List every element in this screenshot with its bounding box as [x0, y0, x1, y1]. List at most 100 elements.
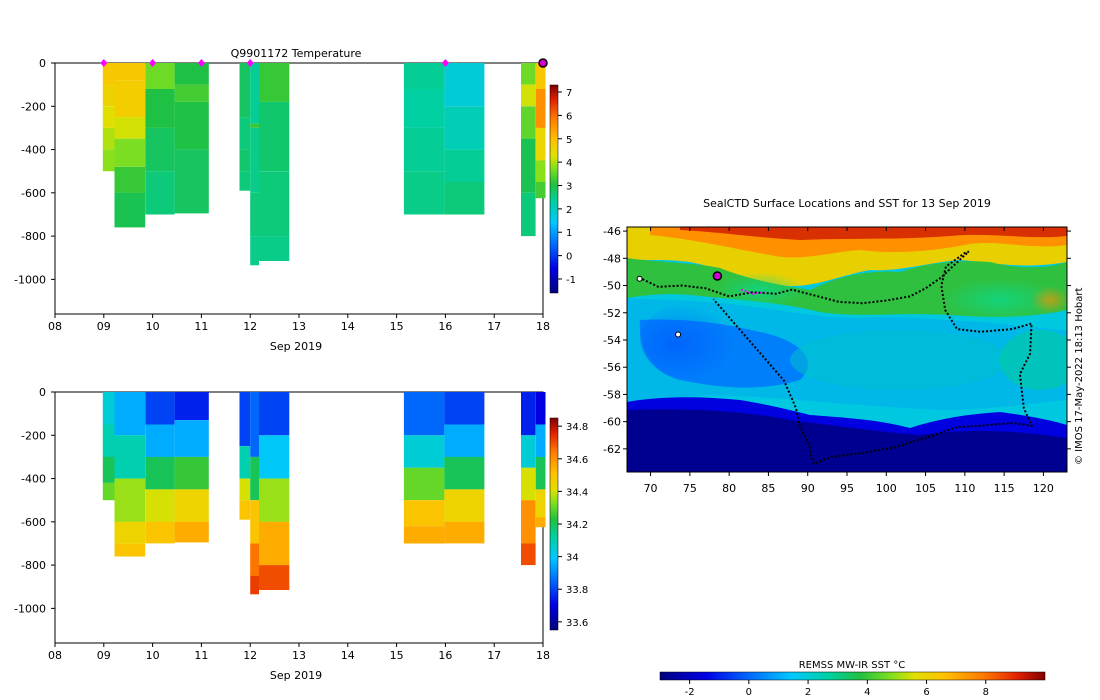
profile-0-layer-2 [102, 106, 115, 128]
lon-tick-label: 75 [683, 482, 697, 495]
x-tick-label: 08 [48, 320, 62, 333]
profile-3-layer-3 [174, 489, 209, 522]
colorbar-tick-label: 5 [566, 135, 572, 146]
profile-1-layer-4 [114, 543, 146, 557]
current-location-marker [712, 271, 723, 281]
x-tick-label: 09 [97, 320, 111, 333]
profile-6-layer-0 [259, 392, 290, 436]
profile-0-layer-4 [102, 149, 115, 172]
profile-10-layer-4 [535, 517, 546, 528]
colorbar-tick-label: 34.2 [566, 520, 588, 531]
salinity-x-label: Sep 2019 [270, 669, 322, 682]
profile-4-layer-2 [239, 149, 251, 172]
lat-tick-label: -54 [603, 334, 621, 347]
profile-5-layer-0 [250, 63, 259, 124]
profile-3-layer-1 [174, 84, 209, 102]
sst-cb-tick-label: 4 [864, 687, 870, 698]
temperature-section-panel: Q9901172 Temperature 08 09 10 11 12 13 14 15 16 1… [14, 47, 576, 353]
colony-marker [675, 331, 682, 338]
profile-6-layer-2 [259, 478, 290, 522]
profile-10-layer-3 [535, 489, 546, 518]
profile-1-layer-4 [114, 166, 146, 193]
lat-tick-label: -52 [603, 307, 621, 320]
profile-4-layer-1 [239, 117, 251, 150]
colorbar-tick-label: 33.6 [566, 618, 588, 629]
profile-3-layer-0 [174, 63, 209, 85]
sst-map-panel: SealCTD Surface Locations and SST for 13… [603, 197, 1085, 698]
profile-9-layer-4 [521, 543, 536, 566]
profile-10-layer-2 [535, 456, 546, 490]
colorbar-tick-label: 34 [566, 553, 579, 564]
profile-5-layer-4 [250, 236, 259, 266]
y-tick-label: -600 [21, 516, 46, 529]
profile-8-layer-3 [444, 182, 485, 215]
profile-2-layer-3 [145, 171, 175, 215]
colorbar-tick-label: -1 [566, 275, 576, 286]
profile-9-layer-0 [521, 63, 536, 85]
profile-9-layer-1 [521, 435, 536, 468]
profile-2-layer-3 [145, 489, 175, 522]
profile-3-layer-2 [174, 101, 209, 150]
salinity-section-panel: 08 09 10 11 12 13 14 15 16 17 18 0 -200 -400 -600 -800… [14, 386, 588, 682]
profile-9-layer-1 [521, 84, 536, 107]
lon-tick-label: 115 [994, 482, 1015, 495]
temperature-colorbar-ticks: 7 6 5 4 3 2 1 0 -1 [558, 88, 576, 286]
y-tick-label: -800 [21, 559, 46, 572]
x-tick-label: 16 [438, 320, 452, 333]
profile-1-layer-3 [114, 138, 146, 167]
x-tick-label: 17 [487, 649, 501, 662]
profile-5-layer-3 [250, 192, 259, 237]
profile-10-layer-2 [535, 127, 546, 161]
sst-map-title: SealCTD Surface Locations and SST for 13… [703, 197, 991, 210]
profile-8-layer-3 [444, 489, 485, 522]
x-tick-label: 12 [243, 649, 257, 662]
profile-0-layer-0 [102, 63, 115, 85]
lat-tick-label: -48 [603, 252, 621, 265]
colorbar-tick-label: 4 [566, 158, 572, 169]
lon-tick-label: 110 [954, 482, 975, 495]
profile-7-layer-0 [403, 63, 445, 89]
colony-marker [636, 275, 643, 282]
temperature-colorbar [549, 84, 559, 294]
sst-cb-tick-label: -2 [685, 687, 695, 698]
latest-profile-marker [538, 58, 548, 68]
profile-6-layer-3 [259, 236, 290, 261]
x-tick-label: 10 [146, 320, 160, 333]
profile-2-layer-2 [145, 456, 175, 490]
profile-1-layer-1 [114, 80, 146, 118]
salinity-colorbar [549, 417, 559, 631]
salinity-profiles [102, 392, 546, 595]
profile-marker [246, 59, 254, 67]
sst-field [627, 227, 1067, 472]
temperature-chart-title: Q9901172 Temperature [231, 47, 362, 60]
lon-tick-label: 85 [761, 482, 775, 495]
x-tick-label: 17 [487, 320, 501, 333]
profile-7-layer-2 [403, 467, 445, 501]
seal-track-line [638, 250, 1034, 466]
x-tick-label: 08 [48, 649, 62, 662]
profile-2-layer-0 [145, 392, 175, 425]
colorbar-tick-label: 34.8 [566, 422, 588, 433]
profile-10-layer-0 [535, 63, 546, 89]
profile-8-layer-0 [444, 392, 485, 425]
y-tick-label: -400 [21, 144, 46, 157]
lat-tick-label: -50 [603, 280, 621, 293]
profile-4-layer-0 [239, 63, 251, 118]
colorbar-tick-label: 2 [566, 205, 572, 216]
lon-tick-label: 100 [876, 482, 897, 495]
colorbar-tick-label: 7 [566, 88, 572, 99]
profile-2-layer-1 [145, 89, 175, 128]
x-tick-label: 18 [536, 649, 550, 662]
profile-0-layer-1 [102, 84, 115, 107]
temperature-x-label: Sep 2019 [270, 340, 322, 353]
profile-1-layer-1 [114, 435, 146, 479]
profile-4-layer-2 [239, 478, 251, 501]
profile-10-layer-4 [535, 182, 546, 199]
profile-8-layer-0 [444, 63, 485, 107]
x-tick-label: 13 [292, 320, 306, 333]
profile-2-layer-1 [145, 424, 175, 457]
profile-2-layer-0 [145, 63, 175, 89]
sst-cb-tick-label: 2 [805, 687, 811, 698]
profile-7-layer-3 [403, 171, 445, 215]
profile-4-layer-1 [239, 446, 251, 479]
